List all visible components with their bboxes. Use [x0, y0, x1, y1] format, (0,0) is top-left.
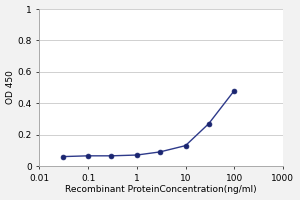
Y-axis label: OD 450: OD 450 [6, 71, 15, 104]
X-axis label: Recombinant ProteinConcentration(ng/ml): Recombinant ProteinConcentration(ng/ml) [65, 185, 257, 194]
